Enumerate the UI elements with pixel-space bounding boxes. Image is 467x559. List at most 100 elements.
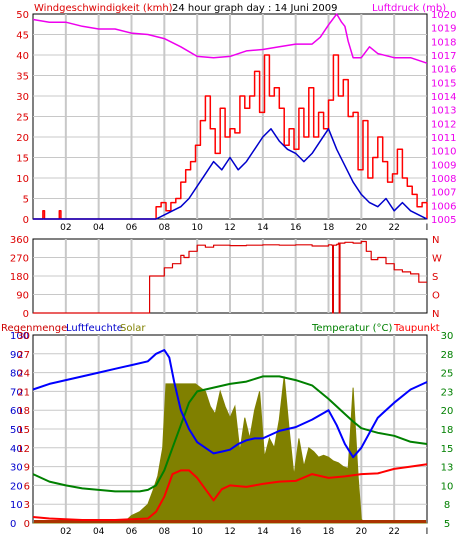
wind-panel-x-tick-label: 20 (356, 223, 368, 233)
pressure-y-tick-label: 1006 (431, 201, 456, 212)
temperature-y-tick-label: 28 (441, 350, 454, 361)
direction-y-tick-label: 360 (10, 235, 29, 246)
temperature-y-tick-label: 10 (441, 481, 454, 492)
humidity-y-tick-label: 100 (10, 331, 29, 342)
temperature-y-tick-label: 15 (441, 444, 454, 455)
wind-y-tick-label: 30 (16, 92, 29, 103)
pressure-y-tick-label: 1011 (431, 133, 456, 144)
pressure-line (32, 13, 428, 64)
pressure-y-tick-label: 1009 (431, 160, 456, 171)
pressure-y-tick-label: 1005 (431, 215, 456, 226)
temperature-y-tick-label: 23 (441, 387, 454, 398)
wind-y-tick-label: 40 (16, 51, 29, 62)
temperature-y-tick-label: 8 (444, 500, 450, 511)
pressure-y-tick-label: 1010 (431, 147, 456, 158)
wind-panel-x-tick-label: 14 (257, 223, 269, 233)
rain-y-tick-label: 6 (24, 481, 30, 492)
climate-panel-x-tick-label: 22 (388, 527, 399, 537)
rain-bar (34, 520, 426, 523)
pressure-y-tick-label: 1012 (431, 119, 456, 130)
dewpoint-title: Taupunkt (393, 323, 440, 334)
rain-y-tick-label: 21 (17, 387, 30, 398)
climate-panel-x-tick-label: 08 (159, 527, 171, 537)
humidity-y-tick-label: 50 (10, 425, 23, 436)
rain-y-tick-label: 9 (24, 463, 30, 474)
climate-panel-x-tick-label: 16 (290, 527, 302, 537)
climate-panel-x-tick-label: 02 (60, 527, 71, 537)
wind-panel-x-tick-label: I (426, 223, 429, 233)
wind-panel-x-tick-label: 16 (290, 223, 302, 233)
rain-y-tick-label: 15 (17, 425, 30, 436)
temperature-y-tick-label: 20 (441, 406, 454, 417)
humidity-y-tick-label: 80 (10, 369, 23, 380)
solar-title: Solar (120, 323, 146, 334)
graph-date-title: 24 hour graph day : 14 Juni 2009 (172, 3, 338, 14)
humidity-y-tick-label: 10 (10, 500, 23, 511)
temperature-title: Temperatur (°C) (311, 323, 392, 334)
wind-panel-x-tick-label: 04 (93, 223, 105, 233)
humidity-line (32, 349, 428, 459)
climate-panel-x-tick-label: 12 (224, 527, 235, 537)
pressure-title: Luftdruck (mb) (372, 3, 446, 14)
humidity-y-tick-label: 60 (10, 406, 23, 417)
pressure-y-tick-label: 1014 (431, 92, 456, 103)
humidity-y-tick-label: 0 (10, 519, 16, 530)
pressure-y-tick-label: 1007 (431, 188, 456, 199)
temperature-y-tick-label: 13 (441, 463, 454, 474)
wind-panel-x-tick-label: 22 (388, 223, 399, 233)
pressure-y-tick-label: 1020 (431, 10, 456, 21)
climate-panel-x-tick-label: 04 (93, 527, 105, 537)
pressure-y-tick-label: 1008 (431, 174, 456, 185)
direction-y-tick-label: 0 (23, 309, 29, 320)
humidity-title: Luftfeuchte (66, 323, 123, 334)
wind-y-tick-label: 25 (16, 113, 29, 124)
temperature-y-tick-label: 5 (444, 519, 450, 530)
pressure-y-tick-label: 1015 (431, 78, 456, 89)
direction-compass-label: N (432, 235, 439, 246)
humidity-y-tick-label: 70 (10, 387, 23, 398)
wind-y-tick-label: 35 (16, 72, 29, 83)
wind-panel-x-tick-label: 18 (323, 223, 335, 233)
temperature-y-tick-label: 18 (441, 425, 454, 436)
wind-y-tick-label: 45 (16, 31, 29, 42)
wind-y-tick-label: 50 (16, 10, 29, 21)
rain-y-tick-label: 24 (17, 369, 30, 380)
wind-gust-line (33, 54, 428, 220)
rain-y-tick-label: 30 (17, 331, 30, 342)
rain-y-tick-label: 18 (17, 406, 30, 417)
climate-panel-x-tick-label: 20 (356, 527, 368, 537)
wind-y-tick-label: 15 (16, 154, 29, 165)
pressure-y-tick-label: 1017 (431, 51, 456, 62)
climate-panel-x-tick-label: 06 (126, 527, 138, 537)
temperature-y-tick-label: 30 (441, 331, 454, 342)
wind-y-tick-label: 10 (16, 174, 29, 185)
pressure-y-tick-label: 1013 (431, 106, 456, 117)
climate-panel-x-tick-label: 14 (257, 527, 269, 537)
wind-y-tick-label: 20 (16, 133, 29, 144)
rain-y-tick-label: 0 (24, 519, 30, 530)
rain-y-tick-label: 27 (17, 350, 30, 361)
rain-y-tick-label: 12 (17, 444, 30, 455)
humidity-y-tick-label: 20 (10, 481, 23, 492)
pressure-y-tick-label: 1016 (431, 65, 456, 76)
humidity-y-tick-label: 30 (10, 463, 23, 474)
pressure-y-tick-label: 1018 (431, 37, 456, 48)
rain-y-tick-label: 3 (24, 500, 30, 511)
temperature-line (32, 375, 428, 493)
wind-direction-line (33, 240, 427, 314)
wind-panel-x-tick-label: 08 (159, 223, 171, 233)
climate-panel-x-tick-label: 10 (191, 527, 203, 537)
temperature-y-tick-label: 25 (441, 369, 454, 380)
climate-panel-x-tick-label: 18 (323, 527, 335, 537)
wind-average-line (33, 128, 428, 220)
humidity-y-tick-label: 40 (10, 444, 23, 455)
rain-title: Regenmenge (1, 323, 67, 334)
pressure-y-tick-label: 1019 (431, 24, 456, 35)
wind-panel-x-tick-label: 02 (60, 223, 71, 233)
direction-compass-label: W (432, 254, 442, 265)
direction-y-tick-label: 90 (16, 291, 29, 302)
wind-panel-x-tick-label: 10 (191, 223, 203, 233)
humidity-y-tick-label: 90 (10, 350, 23, 361)
